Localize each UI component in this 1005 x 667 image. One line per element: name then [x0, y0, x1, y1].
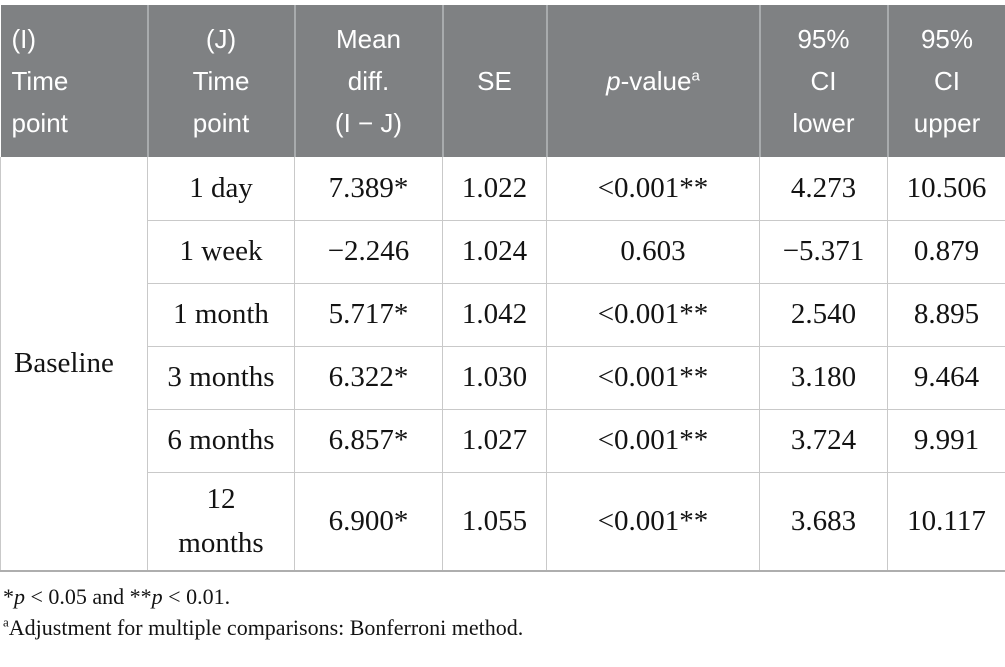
cell-se: 1.027	[442, 408, 547, 473]
header-row: (I) Time point (J) Time point Mean diff.…	[0, 5, 1005, 157]
cell-p-value: <0.001**	[546, 282, 760, 347]
cell-ci-lower: 3.724	[759, 408, 888, 473]
cell-ci-lower: −5.371	[759, 219, 888, 284]
col-header-p-value: p-valuea	[545, 5, 760, 157]
cell-se: 1.055	[442, 471, 547, 572]
adjustment-note-marker: a	[3, 614, 9, 630]
significance-note-part: *	[3, 584, 14, 609]
cell-ci-lower: 2.540	[759, 282, 888, 347]
footnotes: *p < 0.05 and **p < 0.01. aAdjustment fo…	[0, 581, 1005, 643]
col-header-j-time-point: (J) Time point	[146, 5, 295, 157]
table-body: Baseline 1 day 7.389* 1.022 <0.001** 4.2…	[0, 157, 1005, 572]
cell-se: 1.024	[442, 219, 547, 284]
col-header-ci-upper: 95% CI upper	[886, 5, 1005, 157]
significance-note-part: < 0.01.	[162, 584, 231, 609]
cell-time-point: 6 months	[147, 408, 295, 473]
cell-ci-upper: 10.117	[887, 471, 1005, 572]
table-row: Baseline 1 day 7.389* 1.022 <0.001** 4.2…	[0, 157, 1005, 572]
col-header-i-time-point: (I) Time point	[0, 5, 148, 157]
cell-se: 1.042	[442, 282, 547, 347]
cell-ci-upper: 8.895	[887, 282, 1005, 347]
cell-p-value: <0.001**	[546, 471, 760, 572]
cell-mean-diff: 7.389*	[294, 157, 443, 221]
table-row: 6 months 6.857* 1.027 <0.001** 3.724 9.9…	[1, 408, 1005, 473]
cell-time-point: 3 months	[147, 345, 295, 410]
cell-time-point: 1 month	[147, 282, 295, 347]
page: (I) Time point (J) Time point Mean diff.…	[0, 5, 1005, 643]
cell-ci-upper: 10.506	[887, 157, 1005, 221]
cell-ci-upper: 9.464	[887, 345, 1005, 410]
cell-ci-lower: 3.683	[759, 471, 888, 572]
p-value-italic-p: p	[606, 66, 621, 96]
significance-note-italic-p: p	[14, 584, 25, 609]
cell-time-point: 1 week	[147, 219, 295, 284]
cell-time-point: 12 months	[147, 471, 295, 572]
cell-p-value: <0.001**	[546, 345, 760, 410]
cell-mean-diff: 5.717*	[294, 282, 443, 347]
table-row: 1 week −2.246 1.024 0.603 −5.371 0.879	[1, 219, 1005, 284]
cell-mean-diff: −2.246	[294, 219, 443, 284]
significance-note: *p < 0.05 and **p < 0.01.	[3, 581, 1005, 612]
adjustment-note-text: Adjustment for multiple comparisons: Bon…	[8, 615, 524, 640]
table-header: (I) Time point (J) Time point Mean diff.…	[0, 5, 1005, 157]
col-header-ci-lower: 95% CI lower	[758, 5, 888, 157]
p-value-text: -value	[620, 66, 692, 96]
cell-p-value: 0.603	[546, 219, 760, 284]
col-header-se: SE	[441, 5, 547, 157]
significance-note-part: < 0.05 and **	[25, 584, 152, 609]
cell-ci-lower: 3.180	[759, 345, 888, 410]
cell-ci-upper: 0.879	[887, 219, 1005, 284]
cell-time-point: 1 day	[147, 157, 295, 221]
cell-p-value: <0.001**	[546, 408, 760, 473]
pairwise-comparison-table: (I) Time point (J) Time point Mean diff.…	[0, 5, 1005, 572]
cell-mean-diff: 6.857*	[294, 408, 443, 473]
table-row: 1 month 5.717* 1.042 <0.001** 2.540 8.89…	[1, 282, 1005, 347]
cell-mean-diff: 6.900*	[294, 471, 443, 572]
cell-se: 1.022	[442, 157, 547, 221]
table-row: 12 months 6.900* 1.055 <0.001** 3.683 10…	[1, 471, 1005, 572]
cell-mean-diff: 6.322*	[294, 345, 443, 410]
col-header-mean-diff: Mean diff. (I − J)	[293, 5, 443, 157]
significance-note-italic-p: p	[151, 584, 163, 609]
cell-ci-lower: 4.273	[759, 157, 888, 221]
cell-se: 1.030	[442, 345, 547, 410]
cell-p-value: <0.001**	[546, 157, 760, 221]
table-row: 3 months 6.322* 1.030 <0.001** 3.180 9.4…	[1, 345, 1005, 410]
p-value-footnote-marker: a	[691, 67, 700, 85]
cell-ci-upper: 9.991	[887, 408, 1005, 473]
group-label-baseline: Baseline	[0, 157, 148, 572]
adjustment-note: aAdjustment for multiple comparisons: Bo…	[3, 612, 1005, 643]
